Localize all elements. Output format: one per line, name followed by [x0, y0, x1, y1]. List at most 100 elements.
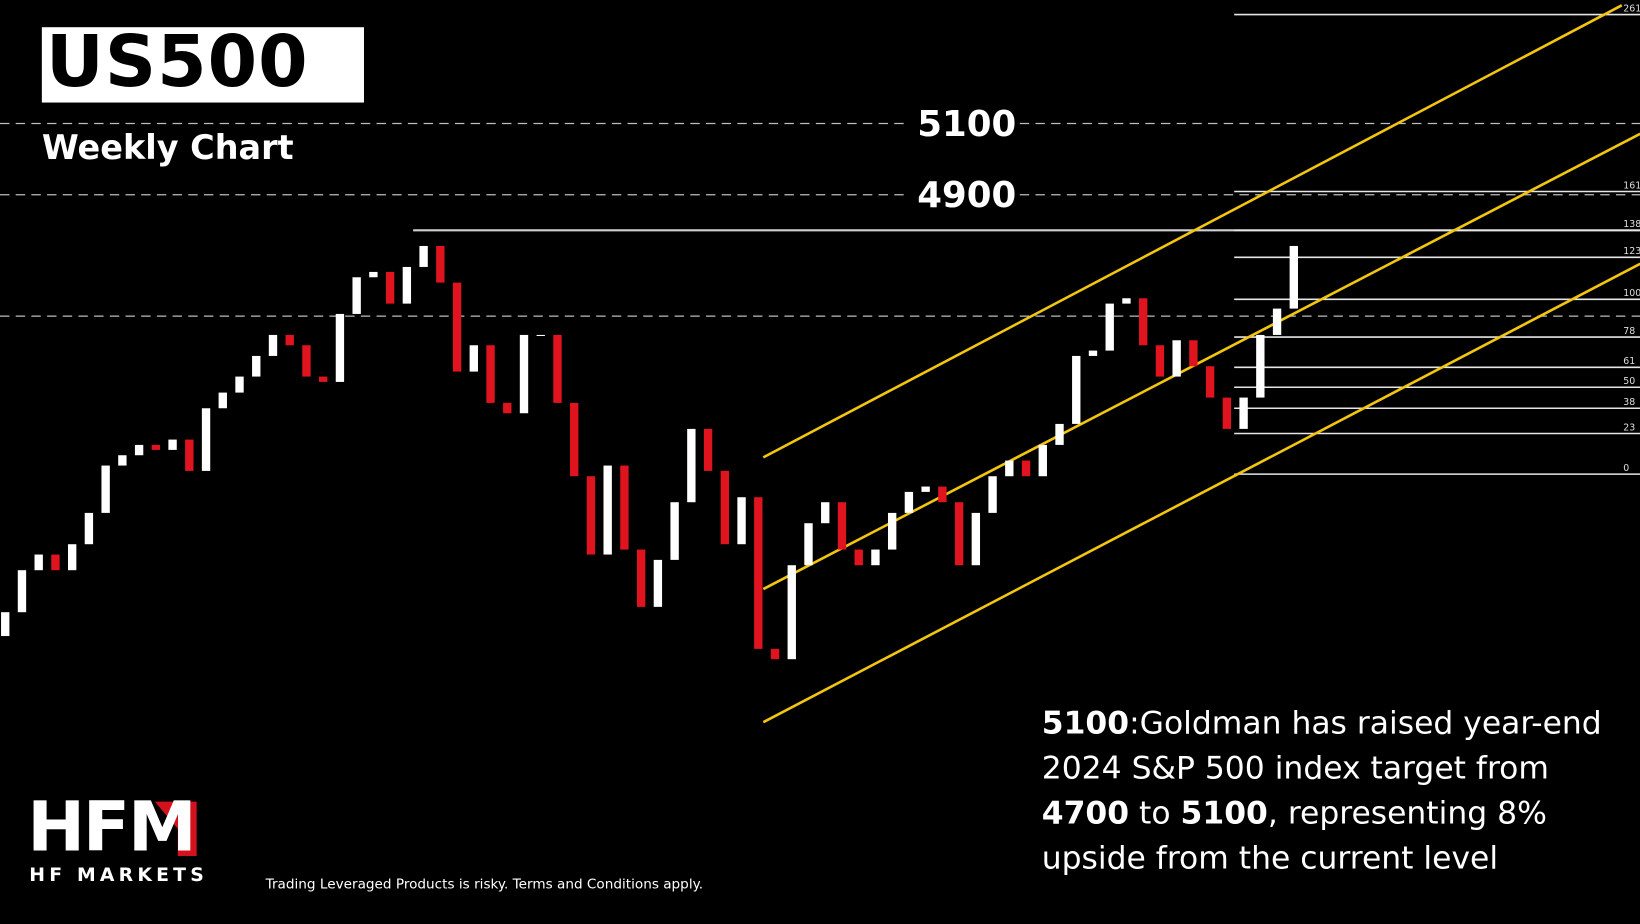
candle-body [335, 313, 345, 382]
candle-body [1172, 340, 1181, 377]
disclaimer: Trading Leveraged Products is risky. Ter… [265, 876, 704, 893]
chart-subtitle: Weekly Chart [41, 127, 294, 168]
candle-body [703, 428, 713, 471]
candle-body [17, 570, 27, 613]
annotation-segment: 5100 [1180, 795, 1268, 832]
candle-body [151, 444, 161, 450]
candle-body [988, 476, 997, 513]
candle-body [570, 402, 579, 477]
brand-name: HF MARKETS [29, 864, 208, 887]
candle-body [51, 554, 60, 571]
channel-line [762, 4, 1623, 459]
candle-body [201, 408, 211, 471]
candle-body [1272, 308, 1282, 335]
candle-body [1105, 303, 1114, 351]
candle-body [854, 549, 863, 566]
chart-title: US500 [46, 20, 309, 104]
candle-body [185, 439, 194, 471]
candle-body [1239, 397, 1248, 429]
candle-body [770, 648, 780, 660]
candle-body [1, 612, 10, 637]
candle-body [971, 512, 981, 566]
channel-line [762, 132, 1640, 591]
fib-label: 38 [1623, 397, 1635, 408]
candle-body [620, 465, 629, 550]
candle-body [603, 465, 612, 555]
candle-body [837, 502, 847, 550]
candle-body [1289, 245, 1298, 309]
candle-body [1038, 444, 1047, 477]
candle-body [670, 502, 679, 560]
candle-body [84, 512, 94, 545]
candle-body [954, 502, 964, 566]
logo-accent [154, 801, 197, 856]
candle-body [787, 565, 796, 660]
candle-body [720, 470, 730, 545]
candle-body [402, 266, 412, 304]
annotation: 5100:Goldman has raised year-end 2024 S&… [1042, 701, 1628, 881]
fib-label: 78 [1623, 326, 1635, 337]
candle-body [737, 497, 746, 545]
fib-label: 100 [1623, 288, 1640, 299]
level-label-bg [909, 173, 1019, 216]
candle-body [235, 376, 244, 393]
logo: HFM [27, 786, 196, 868]
candle-body [1139, 298, 1148, 346]
candle-body [369, 271, 378, 278]
candle-body [653, 559, 663, 607]
annotation-segment: :Goldman has raised year-end 2024 S&P 50… [1041, 705, 1602, 787]
fib-label: 0 [1623, 463, 1629, 474]
candle-body [67, 544, 77, 571]
candle-body [586, 476, 596, 555]
candle-body [1072, 355, 1081, 424]
candle-body [1222, 397, 1232, 429]
candle-body [302, 345, 311, 377]
candle-body [218, 392, 227, 409]
fib-label: 50 [1623, 376, 1635, 387]
fib-label: 161 [1623, 180, 1640, 191]
candle-body [519, 334, 529, 414]
candle-body [687, 428, 696, 503]
candle-body [1205, 366, 1215, 398]
candle-body [536, 334, 545, 336]
candle-body [553, 334, 562, 403]
candle-body [252, 355, 261, 377]
fib-label: 138 [1623, 219, 1640, 230]
candle-body [486, 345, 495, 403]
annotation-segment: 5100 [1041, 705, 1130, 742]
candle-body [134, 444, 144, 456]
candle-body [871, 549, 880, 566]
annotation-segment: 4700 [1041, 795, 1130, 832]
candle-body [921, 486, 930, 492]
candle-body [1021, 460, 1031, 477]
candle-body [1256, 334, 1265, 398]
fib-label: 261 [1623, 3, 1640, 14]
candle-body [436, 245, 445, 283]
channel-line [762, 262, 1640, 724]
title-box [41, 27, 364, 103]
candle-body [938, 486, 947, 503]
candle-body [754, 497, 763, 649]
level-label: 5100 [917, 104, 1016, 145]
fib-label: 23 [1623, 422, 1635, 433]
candle-body [101, 465, 110, 513]
candle-body [636, 549, 646, 607]
candle-body [319, 376, 328, 382]
candle-body [904, 491, 914, 513]
candle-body [1122, 298, 1131, 304]
candle-body [804, 523, 813, 566]
candle-body [118, 455, 127, 466]
level-label: 4900 [917, 175, 1016, 216]
fib-label: 123 [1623, 246, 1640, 257]
candle-body [1055, 423, 1064, 445]
candle-body [503, 402, 512, 414]
candle-body [821, 502, 830, 524]
annotation-segment: , representing 8% upside from the curren… [1041, 795, 1547, 877]
candle-body [1005, 460, 1014, 477]
candle-body [1155, 345, 1165, 377]
fib-label: 61 [1623, 356, 1635, 367]
candle-body [285, 334, 294, 346]
